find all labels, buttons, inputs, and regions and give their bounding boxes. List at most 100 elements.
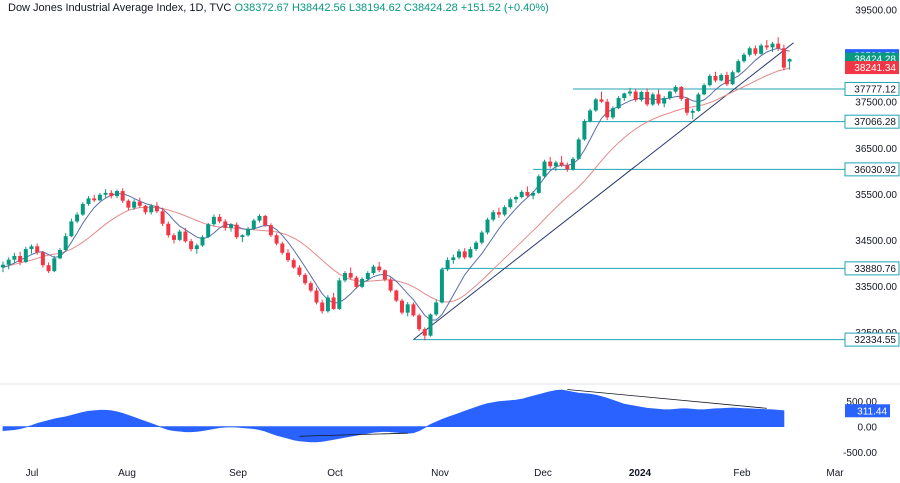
candle bbox=[474, 240, 479, 251]
candle-body bbox=[257, 215, 262, 221]
candle-body bbox=[172, 235, 176, 240]
candle bbox=[502, 205, 507, 217]
candle-body bbox=[240, 235, 245, 238]
candle-body bbox=[200, 237, 205, 246]
candle bbox=[559, 156, 564, 168]
candle-body bbox=[599, 99, 604, 102]
level-tag-label: 37777.12 bbox=[854, 84, 896, 95]
chart-title: Dow Jones Industrial Average Index, 1D, … bbox=[8, 2, 232, 14]
macd-value-label: 311.44 bbox=[857, 406, 887, 417]
candle bbox=[679, 86, 684, 101]
candle bbox=[411, 302, 416, 317]
candle bbox=[126, 199, 131, 210]
candle bbox=[343, 271, 347, 283]
candle bbox=[753, 45, 758, 56]
candle-body bbox=[719, 75, 724, 81]
candle bbox=[496, 207, 501, 218]
candle bbox=[508, 197, 513, 209]
level-tag bbox=[844, 81, 900, 96]
x-tick-label: Aug bbox=[118, 468, 136, 479]
candle bbox=[365, 271, 370, 282]
candle-body bbox=[58, 250, 62, 259]
candle bbox=[650, 92, 655, 106]
candle-body bbox=[496, 212, 501, 215]
candle-body bbox=[422, 329, 427, 336]
candle bbox=[462, 248, 467, 260]
candle-body bbox=[371, 266, 376, 274]
candle bbox=[29, 244, 34, 254]
candle-body bbox=[747, 48, 752, 55]
candle-body bbox=[673, 86, 678, 92]
candle-body bbox=[132, 201, 137, 208]
candle-body bbox=[622, 93, 627, 99]
y-tick-label: 35500.00 bbox=[855, 190, 897, 201]
candle bbox=[320, 299, 325, 314]
time-axis: Jul Aug Sep Oct Nov Dec 2024 Feb Mar bbox=[26, 468, 845, 479]
ohlc-values: O38372.67 H38442.56 L38194.62 C38424.28 … bbox=[234, 2, 549, 14]
candle bbox=[514, 195, 518, 204]
candle bbox=[69, 218, 74, 238]
candle-body bbox=[400, 300, 404, 313]
candle bbox=[297, 265, 302, 277]
candle-body bbox=[217, 216, 222, 222]
candle-body bbox=[348, 273, 353, 278]
candle bbox=[183, 227, 188, 243]
candle bbox=[639, 90, 644, 102]
x-tick-label: Sep bbox=[229, 468, 247, 479]
candle bbox=[610, 106, 615, 120]
candle-body bbox=[742, 54, 746, 62]
y-tick-label: 34500.00 bbox=[855, 236, 897, 247]
x-tick-label: Feb bbox=[733, 468, 751, 479]
price-tag-label: 38241.34 bbox=[854, 63, 896, 74]
candle-body bbox=[514, 197, 518, 200]
candle bbox=[223, 219, 228, 231]
candle bbox=[759, 43, 764, 55]
candle-body bbox=[183, 231, 188, 242]
candle-body bbox=[189, 241, 194, 250]
candle bbox=[92, 194, 97, 203]
candle bbox=[172, 233, 176, 244]
level-tag-label: 37066.28 bbox=[854, 117, 896, 128]
candle bbox=[154, 202, 159, 214]
candle-body bbox=[417, 315, 422, 330]
candle-body bbox=[650, 94, 655, 105]
candle-body bbox=[730, 72, 735, 85]
candle bbox=[200, 235, 205, 247]
candle-body bbox=[702, 85, 707, 95]
candle bbox=[400, 298, 404, 315]
y-tick-label: 39500.00 bbox=[855, 6, 897, 17]
candle bbox=[75, 212, 80, 224]
candle-body bbox=[445, 260, 450, 270]
candle-body bbox=[690, 110, 695, 113]
trendline bbox=[413, 42, 794, 340]
candle-body bbox=[685, 98, 689, 113]
candle bbox=[388, 277, 393, 293]
candle bbox=[18, 251, 23, 266]
candle-body bbox=[75, 214, 80, 222]
candle bbox=[58, 248, 62, 260]
candle-body bbox=[274, 235, 279, 244]
x-tick-label: Oct bbox=[327, 468, 343, 479]
candle bbox=[605, 98, 610, 121]
candle-body bbox=[736, 61, 741, 73]
candle-body bbox=[86, 198, 91, 204]
candle bbox=[593, 98, 598, 112]
candle-body bbox=[360, 279, 365, 287]
candle bbox=[257, 214, 262, 223]
candle bbox=[439, 267, 444, 304]
candle-body bbox=[787, 59, 792, 62]
candle-body bbox=[69, 221, 74, 237]
candle bbox=[405, 302, 410, 317]
candle-body bbox=[639, 92, 644, 100]
candle-body bbox=[776, 43, 781, 49]
candle bbox=[308, 281, 313, 293]
candle-body bbox=[92, 198, 97, 201]
candle-body bbox=[103, 192, 108, 195]
candle-body bbox=[485, 219, 490, 233]
candle-body bbox=[286, 252, 290, 261]
price-tag bbox=[845, 61, 899, 75]
macd-value-tag bbox=[845, 404, 890, 418]
candle-body bbox=[29, 246, 34, 250]
candle bbox=[46, 262, 51, 274]
